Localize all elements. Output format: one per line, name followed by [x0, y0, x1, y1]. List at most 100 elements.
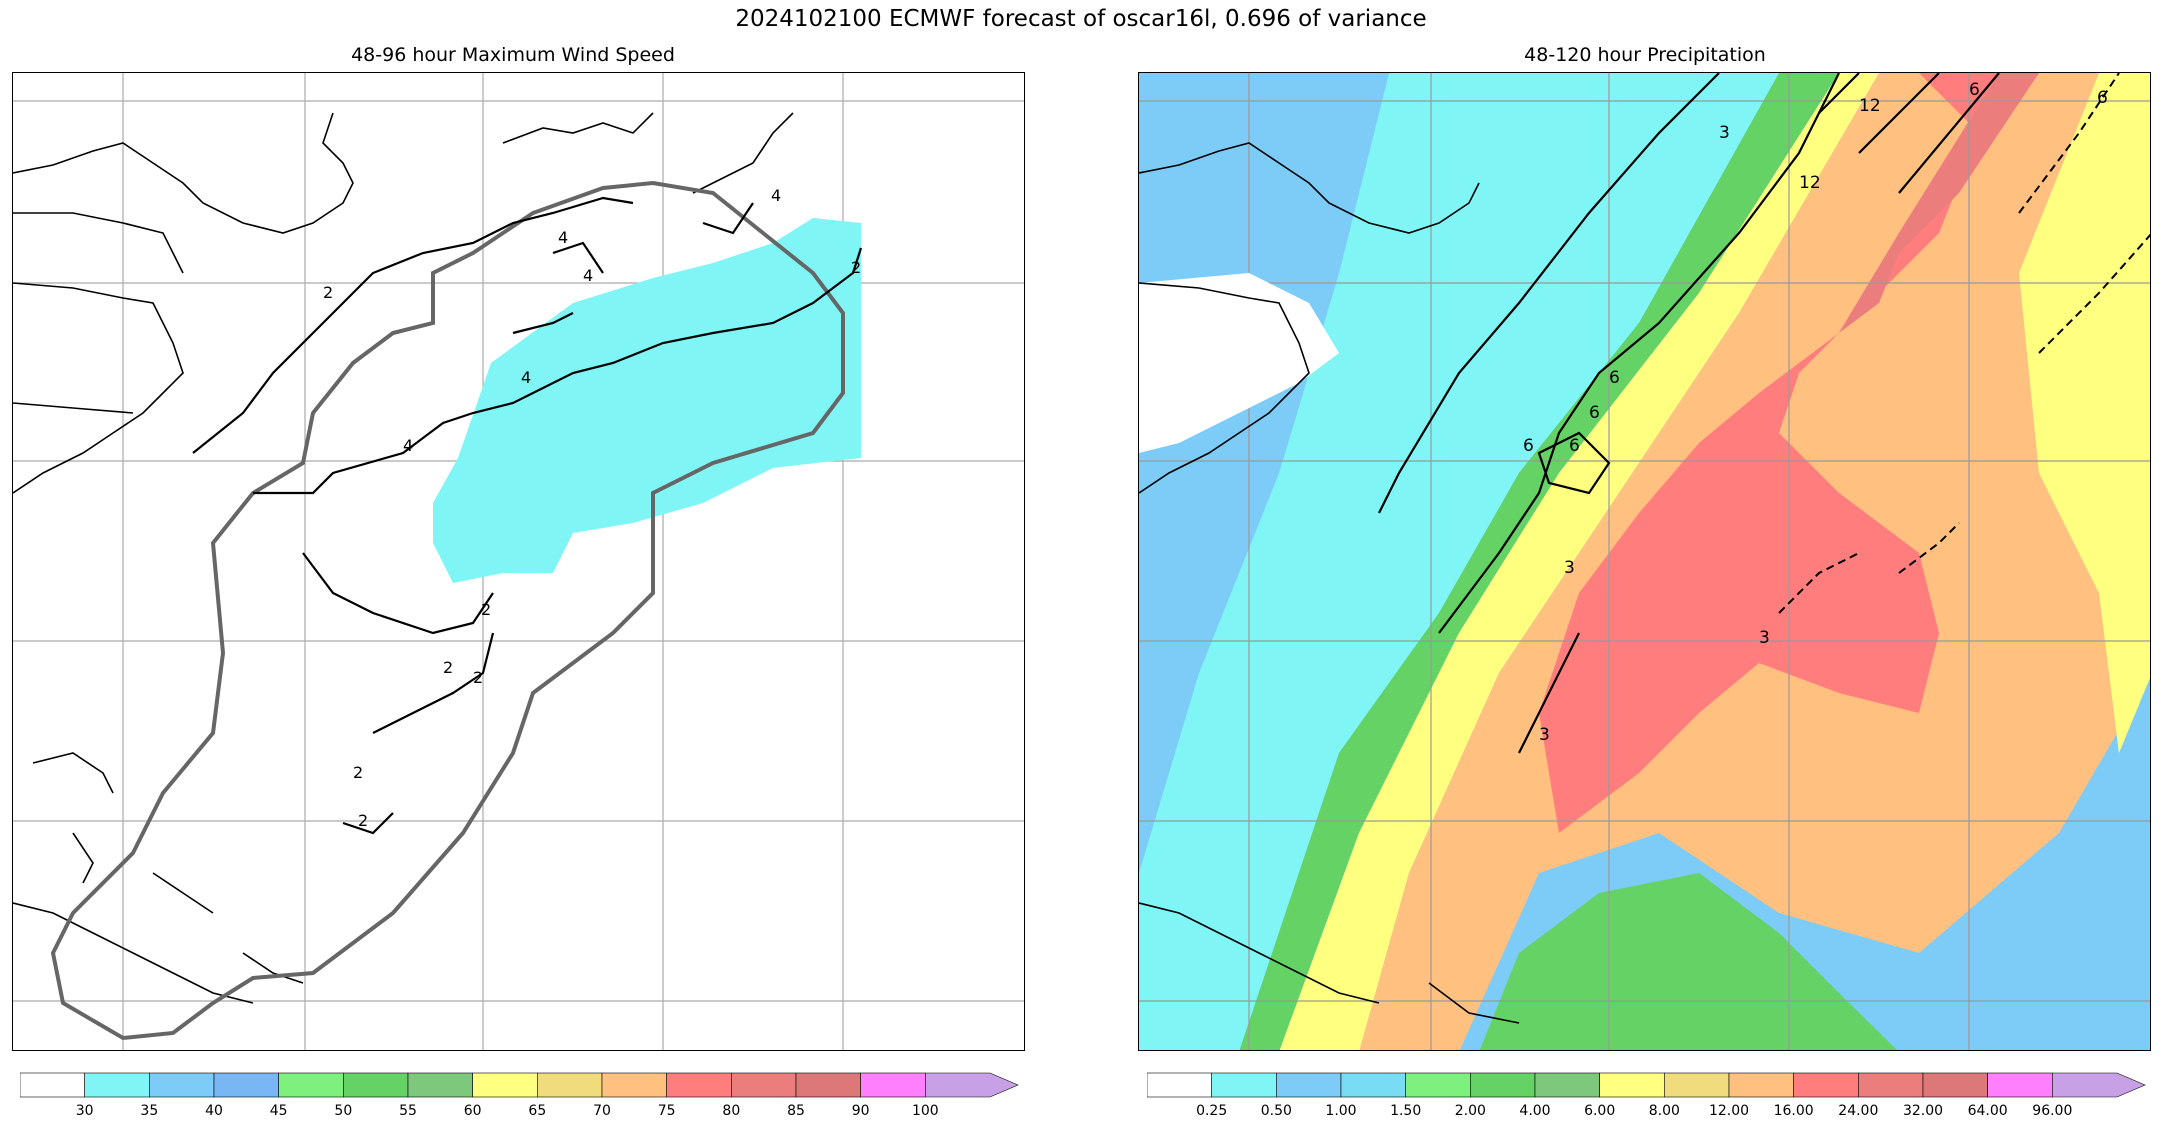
- contour-label: 2: [443, 658, 453, 677]
- contour-label: 6: [1589, 403, 1600, 423]
- colorbar-tick-label: 4.00: [1519, 1103, 1551, 1119]
- precip-contours-solid: [1378, 73, 2000, 754]
- colorbar-swatch: [1728, 1072, 1794, 1098]
- contour-label: 3: [1719, 123, 1730, 143]
- left-map: 2 4 4 4 4 4 2 2 2 2 2 2: [12, 72, 1025, 1051]
- colorbar-tick-label: 90: [851, 1103, 870, 1119]
- contour-label: 4: [558, 228, 568, 247]
- precip-4: [1239, 73, 1839, 1050]
- colorbar-tick-label: 85: [787, 1103, 805, 1119]
- colorbar-swatch: [1405, 1072, 1471, 1098]
- colorbar-tick-label: 50: [334, 1103, 353, 1119]
- colorbar-tick-label: 60: [463, 1103, 482, 1119]
- colorbar-swatch: [601, 1072, 667, 1098]
- colorbar-tick-label: 75: [657, 1103, 676, 1119]
- colorbar-swatch: [925, 1072, 1019, 1098]
- right-panel-title: 48-120 hour Precipitation: [1524, 44, 1766, 66]
- colorbar-swatch: [19, 1072, 85, 1098]
- right-map-graphics: 3 6 12 12 6 6 6 6 6 3 3 3: [1139, 73, 2150, 1050]
- colorbar-swatch: [343, 1072, 409, 1098]
- colorbar-swatch: [1470, 1072, 1536, 1098]
- colorbar-swatch: [1340, 1072, 1406, 1098]
- contour-label: 3: [1539, 725, 1550, 745]
- colorbar-swatch: [731, 1072, 797, 1098]
- colorbar-tick-label: 32.00: [1902, 1103, 1944, 1119]
- precip-1.5: [1139, 73, 1389, 773]
- precip-0.5: [1139, 73, 1779, 1050]
- precip-32: [1839, 73, 2039, 333]
- contour-label: 2: [473, 668, 483, 687]
- wind-contours: [192, 196, 863, 835]
- contour-label: 6: [1609, 368, 1620, 388]
- precip-contour-labels: 3 6 12 12 6 6 6 6 6 3 3 3: [1523, 80, 2108, 745]
- colorbar-tick-label: 8.00: [1648, 1103, 1680, 1119]
- colorbar-tick-label: 35: [140, 1103, 159, 1119]
- precip-contours-dashed: [1778, 73, 2150, 614]
- colorbar-tick-label: 55: [399, 1103, 417, 1119]
- colorbar-tick-label: 6.00: [1584, 1103, 1616, 1119]
- colorbar-tick-label: 24.00: [1838, 1103, 1879, 1119]
- wind-contour-labels: 2 4 4 4 4 4 2 2 2 2 2 2: [323, 186, 861, 830]
- colorbar-tick-label: 16.00: [1773, 1103, 1814, 1119]
- colorbar-swatch: [1534, 1072, 1600, 1098]
- colorbar-swatch: [149, 1072, 215, 1098]
- colorbar-swatch: [666, 1072, 732, 1098]
- contour-label: 6: [1969, 80, 1980, 100]
- wind-35kt-region: [433, 218, 861, 583]
- land-white: [1139, 273, 1339, 453]
- colorbar-swatch: [2052, 1072, 2146, 1098]
- colorbar-swatch: [84, 1072, 150, 1098]
- colorbar-swatch: [1922, 1072, 1988, 1098]
- colorbar-tick-label: 2.00: [1454, 1103, 1486, 1119]
- colorbar-swatch: [1858, 1072, 1924, 1098]
- right-gridlines: [1139, 73, 2150, 1050]
- colorbar-tick-label: 70: [593, 1103, 611, 1119]
- contour-label: 4: [521, 368, 531, 387]
- colorbar-tick-label: 30: [75, 1103, 94, 1119]
- colorbar-swatch: [1987, 1072, 2053, 1098]
- colorbar-swatch: [278, 1072, 344, 1098]
- contour-label: 2: [323, 283, 333, 302]
- colorbar-tick-label: 96.00: [2032, 1103, 2073, 1119]
- left-colorbar-swatches: [19, 1072, 1019, 1098]
- colorbar-swatch: [795, 1072, 861, 1098]
- left-panel-title: 48-96 hour Maximum Wind Speed: [351, 44, 675, 66]
- colorbar-swatch: [1276, 1072, 1342, 1098]
- contour-label: 6: [1569, 436, 1580, 456]
- contour-label: 4: [771, 186, 781, 205]
- contour-label: 12: [1859, 96, 1881, 116]
- colorbar-tick-label: 80: [722, 1103, 741, 1119]
- right-colorbar: [1146, 1072, 2147, 1098]
- colorbar-tick-label: 45: [269, 1103, 288, 1119]
- colorbar-tick-label: 0.50: [1260, 1103, 1292, 1119]
- left-colorbar-ticks: 30 35 40 45 50 55 60 65 70 75 80 85 90 100: [20, 1103, 1020, 1123]
- right-coastlines: [1139, 142, 1520, 1024]
- contour-label: 2: [481, 600, 491, 619]
- right-map: 3 6 12 12 6 6 6 6 6 3 3 3: [1138, 72, 2151, 1051]
- right-colorbar-swatches: [1146, 1072, 2146, 1098]
- contour-label: 2: [851, 258, 861, 277]
- contour-label: 6: [2097, 88, 2108, 108]
- contour-label: 6: [1523, 436, 1534, 456]
- left-map-graphics: 2 4 4 4 4 4 2 2 2 2 2 2: [13, 73, 1024, 1050]
- colorbar-tick-label: 1.50: [1390, 1103, 1422, 1119]
- colorbar-swatch: [1793, 1072, 1859, 1098]
- contour-label: 4: [583, 266, 593, 285]
- right-colorbar-ticks: 0.25 0.50 1.00 1.50 2.00 4.00 6.00 8.00 12.00 16.…: [1147, 1103, 2147, 1123]
- colorbar-swatch: [860, 1072, 926, 1098]
- colorbar-swatch: [1599, 1072, 1665, 1098]
- precip-outer-right: [2019, 73, 2150, 753]
- contour-label: 2: [358, 811, 368, 830]
- left-coastlines: [13, 112, 794, 1004]
- contour-label: 4: [403, 436, 413, 455]
- colorbar-tick-label: 100: [911, 1103, 939, 1119]
- figure-title: 2024102100 ECMWF forecast of oscar16l, 0…: [735, 6, 1427, 32]
- contour-label: 3: [1759, 628, 1770, 648]
- colorbar-tick-label: 12.00: [1708, 1103, 1750, 1119]
- colorbar-tick-label: 40: [205, 1103, 223, 1119]
- colorbar-tick-label: 65: [528, 1103, 547, 1119]
- colorbar-swatch: [472, 1072, 538, 1098]
- colorbar-swatch: [1211, 1072, 1277, 1098]
- colorbar-swatch: [537, 1072, 603, 1098]
- contour-label: 12: [1799, 173, 1821, 193]
